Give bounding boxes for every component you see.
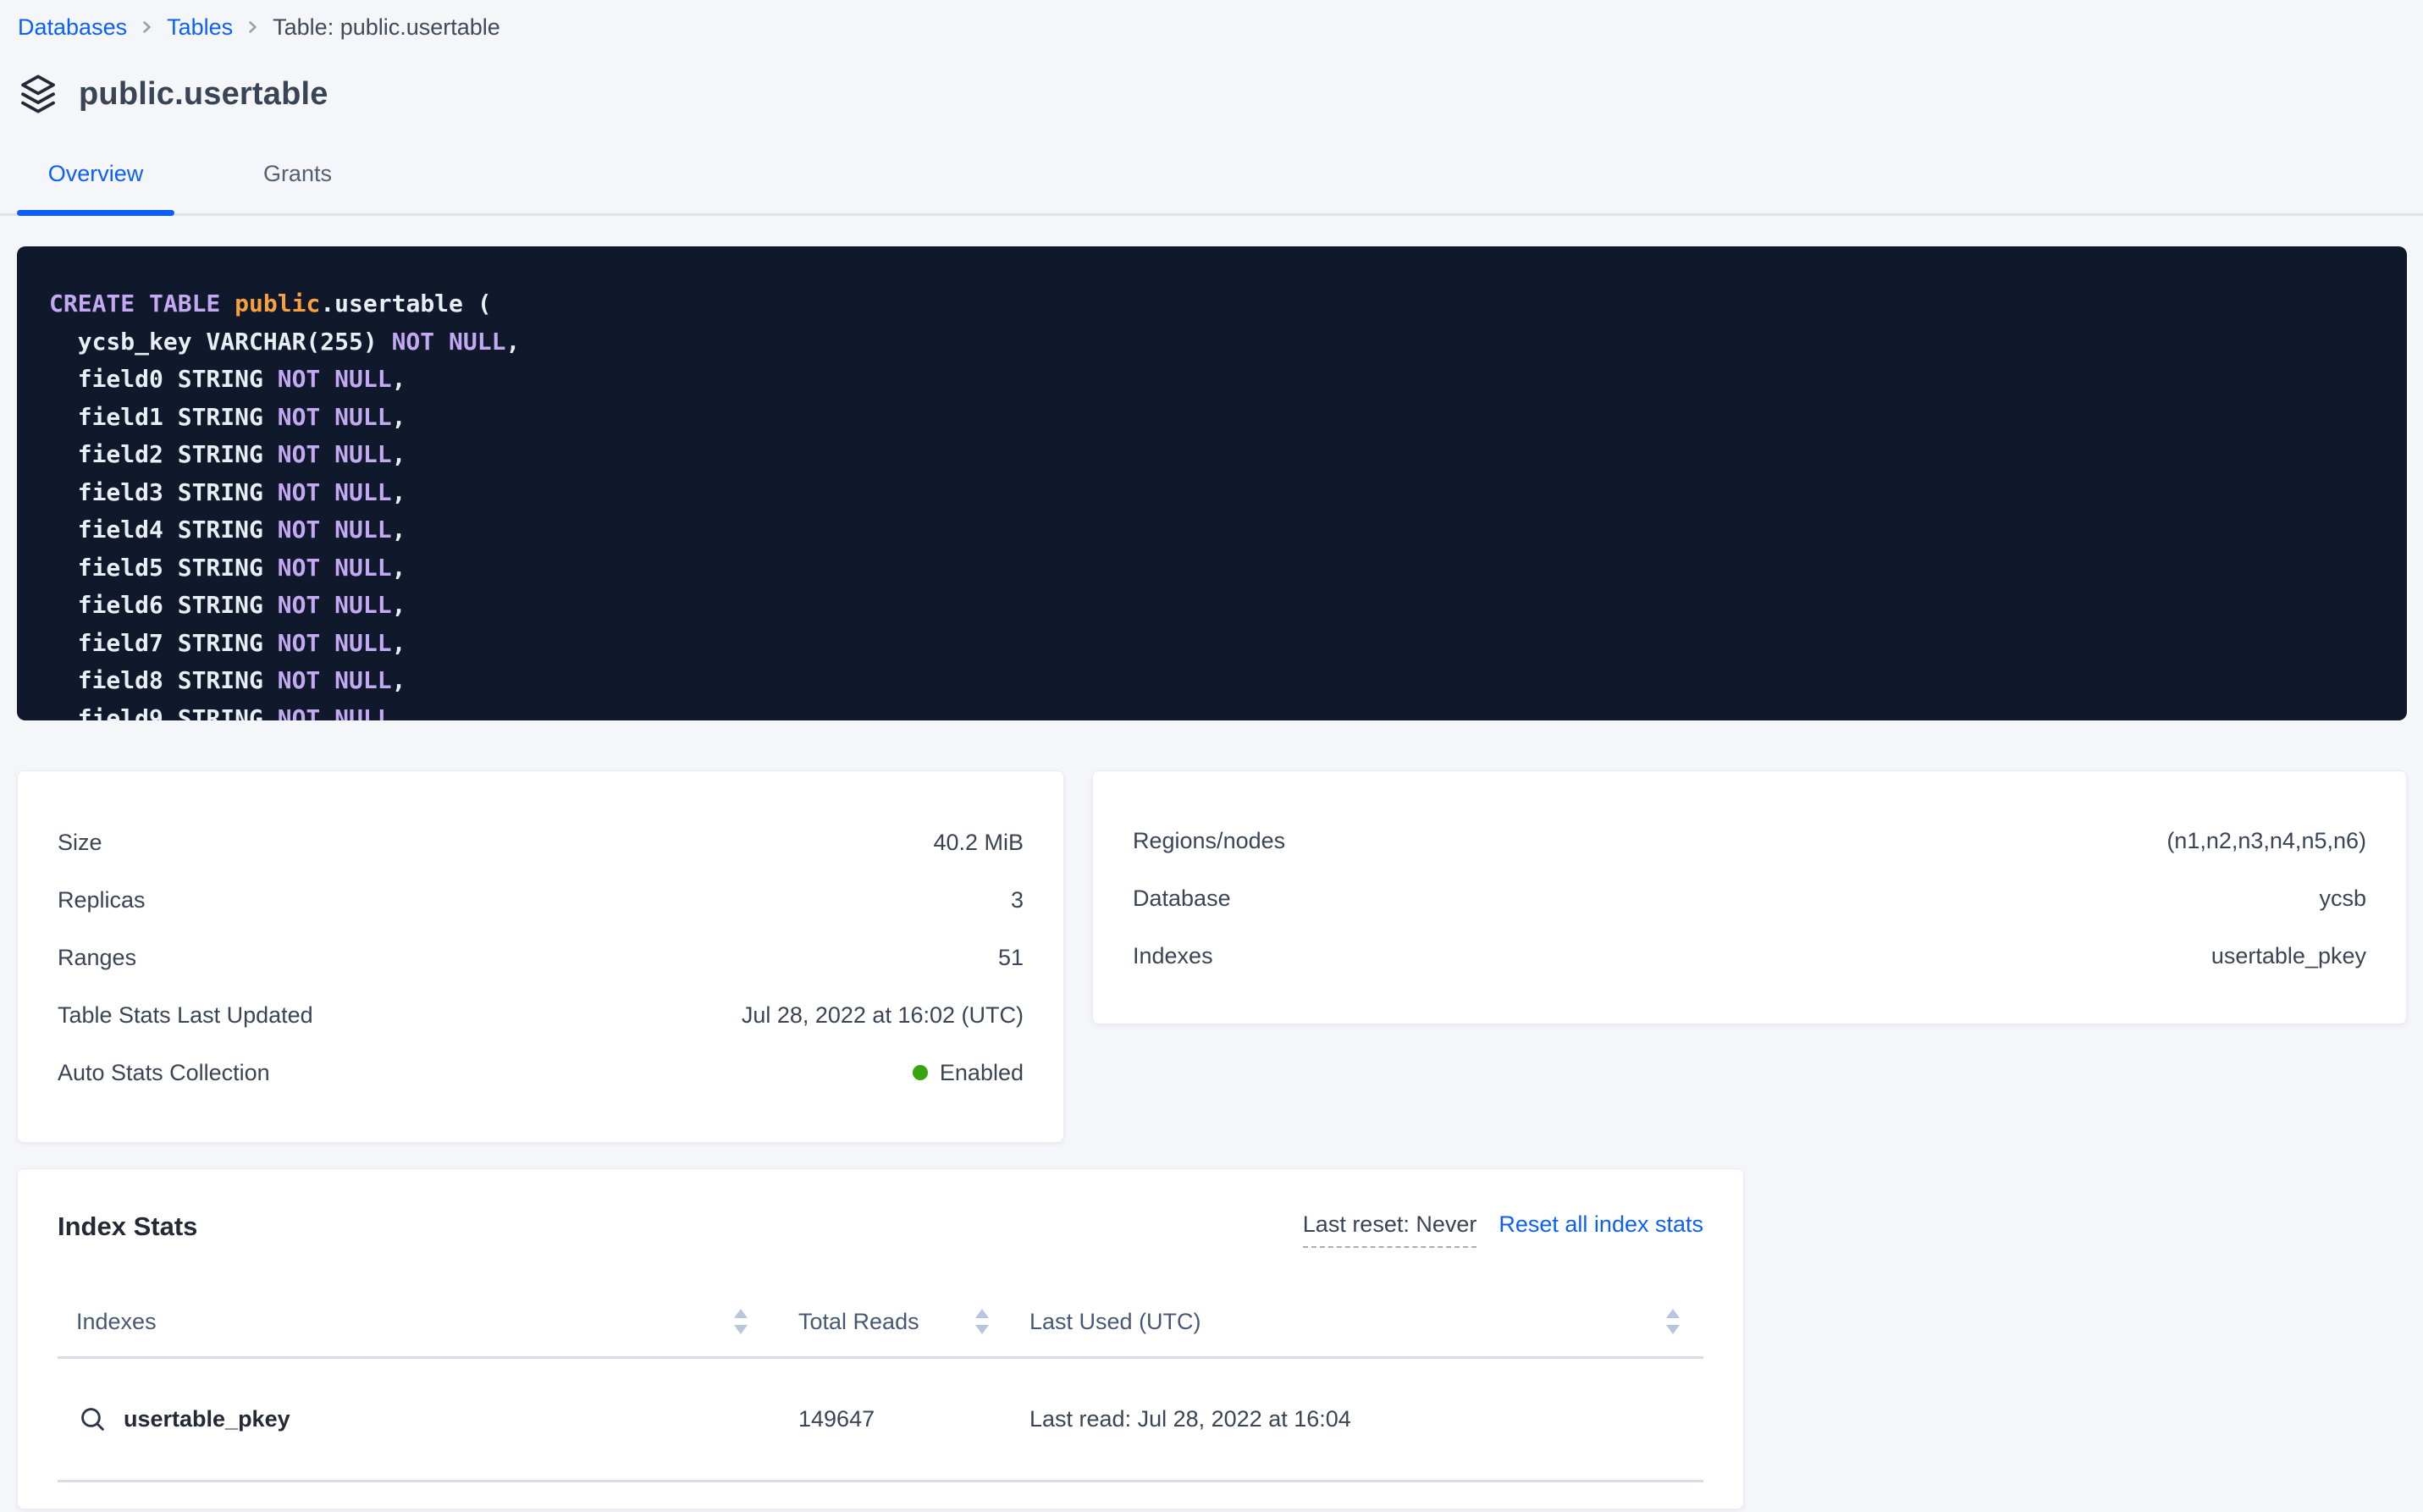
stat-row-database: Database ycsb (1093, 869, 2406, 927)
page-title: public.usertable (79, 75, 328, 112)
stats-card-left: Size 40.2 MiB Replicas 3 Ranges 51 Table… (17, 770, 1064, 1143)
stat-row-size: Size 40.2 MiB (18, 814, 1063, 871)
sql-code-line: field8 STRING NOT NULL, (49, 666, 406, 694)
status-text: Enabled (939, 1059, 1024, 1085)
stat-row-ranges: Ranges 51 (18, 929, 1063, 986)
index-stats-title: Index Stats (58, 1211, 198, 1241)
stat-value: Enabled (912, 1059, 1024, 1086)
stat-value: ycsb (2319, 885, 2366, 911)
sort-icon (734, 1309, 748, 1334)
stat-value: 40.2 MiB (933, 829, 1024, 855)
stat-value: Jul 28, 2022 at 16:02 (UTC) (741, 1002, 1024, 1028)
breadcrumb-link-tables[interactable]: Tables (167, 14, 234, 40)
last-used-cell: Last read: Jul 28, 2022 at 16:04 (989, 1406, 1703, 1432)
stat-label: Ranges (58, 944, 137, 970)
index-stats-header: Index Stats Last reset: Never Reset all … (58, 1169, 1703, 1248)
last-used-value: Last read: Jul 28, 2022 at 16:04 (1029, 1406, 1351, 1432)
stat-value: 3 (1010, 886, 1024, 913)
stat-row-indexes: Indexes usertable_pkey (1093, 927, 2406, 985)
stat-label: Table Stats Last Updated (58, 1002, 313, 1028)
index-name: usertable_pkey (124, 1406, 290, 1432)
stat-label: Size (58, 829, 102, 855)
column-header-total-reads[interactable]: Total Reads (748, 1309, 989, 1335)
reset-all-index-stats-link[interactable]: Reset all index stats (1499, 1211, 1703, 1237)
stat-label: Indexes (1133, 942, 1213, 968)
index-stats-actions: Last reset: Never Reset all index stats (1302, 1211, 1703, 1248)
status-dot-enabled (912, 1065, 928, 1080)
sql-code-line: field4 STRING NOT NULL, (49, 516, 406, 544)
index-stats-table-header: Indexes Total Reads Last Used (UTC) (58, 1287, 1703, 1359)
index-stats-table-row[interactable]: usertable_pkey 149647 Last read: Jul 28,… (58, 1359, 1703, 1482)
sort-icon (975, 1309, 989, 1334)
breadcrumb-link-databases[interactable]: Databases (18, 14, 128, 40)
stat-value: usertable_pkey (2211, 942, 2366, 968)
stat-value: (n1,n2,n3,n4,n5,n6) (2166, 827, 2366, 853)
sort-icon (1666, 1309, 1680, 1334)
column-header-last-used[interactable]: Last Used (UTC) (989, 1309, 1703, 1335)
column-label: Indexes (76, 1308, 157, 1334)
stats-card-right: Regions/nodes (n1,n2,n3,n4,n5,n6) Databa… (1092, 770, 2407, 1024)
page-header: public.usertable (18, 73, 2423, 115)
sql-code-line: field7 STRING NOT NULL, (49, 628, 406, 657)
stat-label: Auto Stats Collection (58, 1059, 270, 1085)
last-reset-label[interactable]: Last reset: Never (1302, 1211, 1477, 1248)
tab-overview[interactable]: Overview (17, 151, 174, 216)
chevron-right-icon (246, 18, 259, 36)
sql-code-line: field9 STRING NOT NULL, (49, 704, 406, 721)
chevron-right-icon (141, 18, 153, 36)
sql-code-line: field0 STRING NOT NULL, (49, 365, 406, 393)
stat-label: Database (1133, 885, 1231, 911)
index-stats-card: Index Stats Last reset: Never Reset all … (17, 1168, 1744, 1509)
stat-label: Regions/nodes (1133, 827, 1286, 853)
tab-grants[interactable]: Grants (262, 161, 332, 186)
stat-label: Replicas (58, 886, 146, 913)
search-icon (78, 1404, 108, 1435)
sql-code-line: ycsb_key VARCHAR(255) NOT NULL, (49, 327, 521, 356)
tab-bar: Overview Grants (0, 151, 2423, 216)
stat-value: 51 (997, 944, 1024, 970)
layers-icon (18, 73, 58, 115)
stat-row-stats-updated: Table Stats Last Updated Jul 28, 2022 at… (18, 986, 1063, 1044)
sql-code-line: field5 STRING NOT NULL, (49, 553, 406, 582)
table-details-cards: Size 40.2 MiB Replicas 3 Ranges 51 Table… (17, 770, 2407, 1143)
sql-create-statement: CREATE TABLE public.usertable ( ycsb_key… (17, 246, 2407, 720)
sql-code-line: field3 STRING NOT NULL, (49, 477, 406, 506)
sql-code-line: field1 STRING NOT NULL, (49, 402, 406, 431)
breadcrumb-current-table: Table: public.usertable (273, 14, 500, 40)
stat-row-regions: Regions/nodes (n1,n2,n3,n4,n5,n6) (1093, 812, 2406, 869)
sql-code-line: field6 STRING NOT NULL, (49, 591, 406, 619)
stat-row-replicas: Replicas 3 (18, 871, 1063, 929)
sql-code-line: CREATE TABLE public.usertable ( (49, 290, 492, 317)
index-name-cell: usertable_pkey (58, 1404, 748, 1435)
sql-code-line: field2 STRING NOT NULL, (49, 440, 406, 468)
column-header-indexes[interactable]: Indexes (58, 1309, 748, 1335)
total-reads-cell: 149647 (748, 1406, 989, 1432)
breadcrumb: Databases Tables Table: public.usertable (0, 0, 2423, 42)
column-label: Last Used (UTC) (1029, 1308, 1201, 1334)
column-label: Total Reads (798, 1308, 919, 1334)
stat-row-auto-stats: Auto Stats Collection Enabled (18, 1044, 1063, 1101)
total-reads-value: 149647 (798, 1406, 875, 1432)
